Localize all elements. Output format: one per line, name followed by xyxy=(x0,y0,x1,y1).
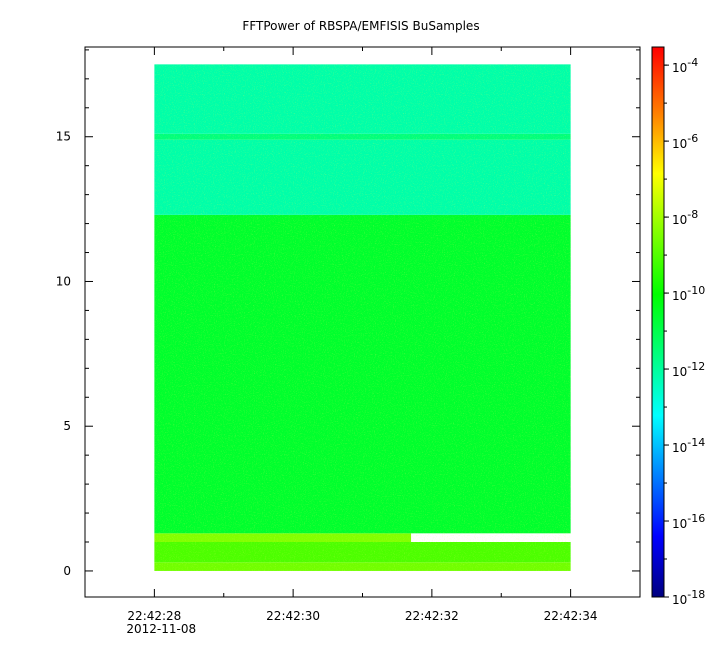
colorbar-tick-label: 10-16 xyxy=(672,512,705,531)
colorbar-tick-exponent: -4 xyxy=(687,56,698,69)
heatmap-speckle-overlay xyxy=(154,64,571,571)
y-tick-label: 5 xyxy=(63,419,71,433)
colorbar-tick-label: 10-18 xyxy=(672,588,705,607)
colorbar-tick-exponent: -14 xyxy=(687,436,705,449)
colorbar-tick-label: 10-14 xyxy=(672,436,705,455)
colorbar-tick-exponent: -16 xyxy=(687,512,705,525)
x-tick-label: 22:42:32 xyxy=(405,609,459,623)
colorbar-tick-label: 10-12 xyxy=(672,360,705,379)
colorbar-tick-exponent: -6 xyxy=(687,132,698,145)
chart-title: FFTPower of RBSPA/EMFISIS BuSamples xyxy=(242,19,479,33)
colorbar-axis: 10-4 10-6 10-8 10-10 10-12 10-14 10-16 10-18 xyxy=(664,56,705,607)
colorbar xyxy=(651,46,665,598)
y-tick-label: 0 xyxy=(63,564,71,578)
y-tick-label: 15 xyxy=(56,130,71,144)
x-tick-label: 22:42:30 xyxy=(266,609,320,623)
colorbar-tick-label: 10-10 xyxy=(672,284,705,303)
colorbar-tick-exponent: -18 xyxy=(687,588,705,601)
colorbar-tick-exponent: -12 xyxy=(687,360,705,373)
x-tick-label: 22:42:34 xyxy=(544,609,598,623)
colorbar-tick-exponent: -10 xyxy=(687,284,705,297)
colorbar-tick-label: 10-6 xyxy=(672,132,698,151)
x-tick-label: 22:42:28 xyxy=(127,609,181,623)
x-tick-date-label: 2012-11-08 xyxy=(126,622,196,636)
colorbar-tick-label: 10-8 xyxy=(672,208,698,227)
y-axis: 0 5 10 15 xyxy=(56,49,640,578)
y-tick-label: 10 xyxy=(56,274,71,288)
colorbar-tick-label: 10-4 xyxy=(672,56,698,75)
colorbar-tick-exponent: -8 xyxy=(687,208,698,221)
